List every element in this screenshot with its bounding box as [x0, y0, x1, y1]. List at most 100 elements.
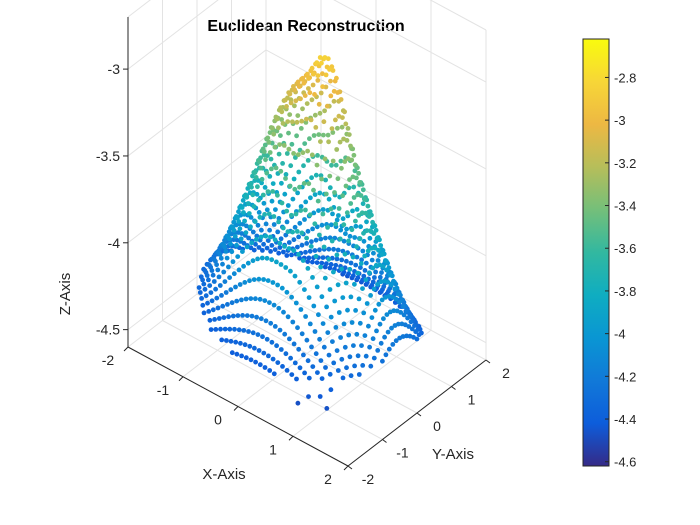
point	[293, 98, 299, 104]
point	[261, 152, 267, 158]
y-axis-label: Y-Axis	[432, 446, 474, 463]
point	[376, 247, 381, 253]
point	[383, 294, 388, 300]
point	[286, 130, 291, 136]
point	[275, 192, 280, 198]
point	[226, 314, 232, 320]
point	[341, 321, 347, 327]
point	[261, 277, 266, 282]
point	[354, 331, 360, 337]
point	[401, 312, 407, 318]
point	[335, 176, 341, 182]
point	[294, 119, 300, 125]
point	[392, 286, 398, 292]
point	[331, 98, 337, 104]
point	[316, 312, 321, 318]
point	[383, 352, 389, 358]
point	[272, 324, 278, 329]
point	[344, 258, 349, 264]
point	[323, 72, 329, 78]
point	[327, 371, 333, 377]
point	[243, 355, 249, 361]
point	[352, 162, 358, 168]
point	[340, 193, 345, 199]
point	[239, 297, 244, 303]
point	[303, 314, 308, 319]
point	[236, 209, 241, 215]
point	[289, 252, 294, 258]
point	[221, 315, 227, 320]
point	[278, 133, 283, 139]
point	[256, 276, 262, 282]
point	[357, 236, 363, 242]
point	[351, 343, 356, 348]
point	[316, 208, 321, 214]
point	[228, 338, 234, 344]
point	[303, 249, 308, 255]
point	[228, 241, 234, 247]
point	[300, 106, 305, 112]
point	[317, 190, 323, 196]
point	[299, 118, 305, 124]
point	[347, 354, 353, 360]
point	[372, 245, 378, 251]
point	[355, 192, 360, 198]
point	[330, 339, 335, 344]
point	[312, 221, 318, 227]
grid-line	[265, 136, 487, 257]
point	[304, 235, 309, 241]
point	[298, 96, 303, 102]
point	[269, 243, 275, 248]
grid-line	[127, 136, 267, 244]
point	[358, 265, 363, 270]
point	[350, 208, 355, 214]
z-tick-label: -3	[108, 61, 121, 77]
x-tick	[288, 435, 294, 441]
point	[333, 117, 338, 123]
point	[299, 230, 305, 236]
point	[353, 308, 358, 313]
y-tick-label: 0	[433, 418, 441, 434]
point	[233, 339, 239, 345]
point	[304, 101, 310, 106]
point	[269, 339, 275, 345]
point	[306, 375, 312, 381]
point	[285, 229, 291, 235]
point	[384, 312, 390, 317]
point	[340, 375, 346, 381]
point	[334, 256, 340, 262]
point	[397, 299, 402, 305]
point	[205, 300, 210, 306]
point	[206, 309, 212, 314]
point	[319, 260, 325, 266]
x-tick-label: 0	[214, 412, 222, 428]
point	[355, 353, 361, 359]
point	[327, 67, 332, 72]
point	[257, 296, 263, 302]
point	[374, 236, 380, 242]
point	[305, 158, 311, 163]
point	[304, 116, 309, 122]
point	[378, 243, 384, 248]
point	[318, 90, 324, 96]
point	[362, 253, 368, 259]
point	[223, 249, 229, 254]
point	[265, 238, 271, 244]
point	[362, 268, 368, 273]
point	[363, 260, 369, 266]
point	[293, 211, 299, 217]
point	[302, 93, 308, 98]
point	[343, 121, 349, 127]
point	[283, 172, 289, 177]
y-axis-ticks: -2 -1 0 1 2	[347, 359, 510, 487]
point	[339, 124, 345, 130]
point	[234, 237, 240, 243]
point	[248, 224, 253, 230]
point	[363, 277, 369, 283]
point	[296, 234, 301, 240]
point	[357, 180, 363, 185]
point	[258, 234, 264, 240]
point	[346, 238, 351, 244]
point	[273, 165, 279, 171]
